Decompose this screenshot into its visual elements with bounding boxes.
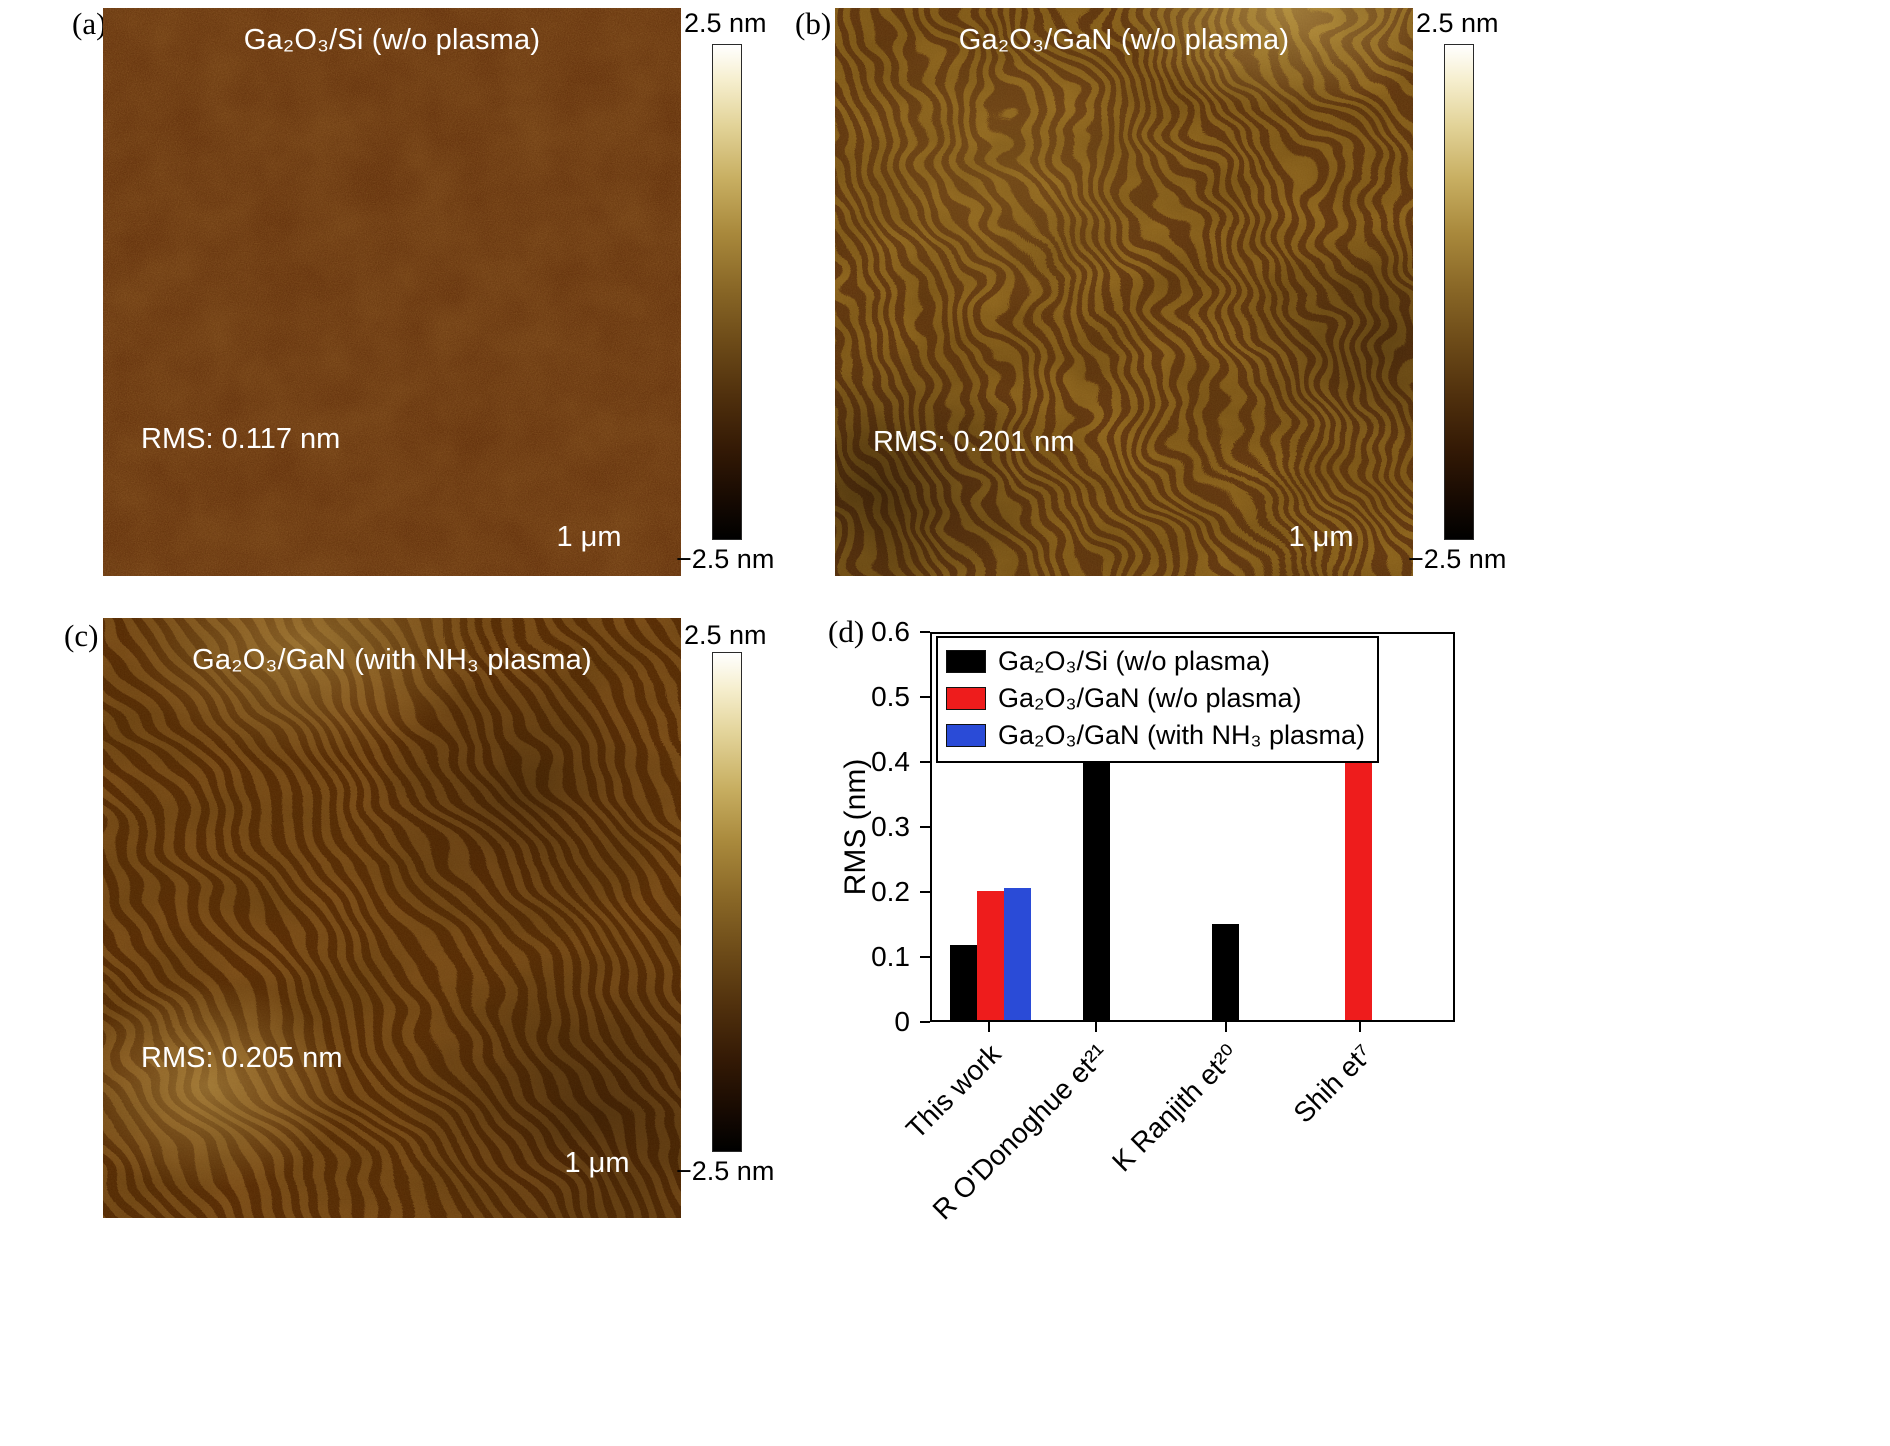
x-tick-label: R O'Donoghue et²¹ — [926, 1038, 1114, 1226]
y-tick-label: 0.1 — [871, 941, 910, 973]
panel-b-tag: (b) — [795, 6, 832, 41]
afm-title-b: Ga₂O₃/GaN (w/o plasma) — [958, 24, 1290, 56]
afm-shading-a — [103, 8, 681, 576]
colorbar-a — [712, 44, 742, 540]
scalebar-label-c: 1 μm — [564, 1147, 630, 1179]
afm-texture-c — [103, 618, 681, 1218]
scalebar-label-b: 1 μm — [1288, 521, 1354, 553]
y-tick-label: 0.3 — [871, 811, 910, 842]
scalebar-label-a: 1 μm — [556, 521, 622, 553]
y-tick-mark — [920, 956, 930, 959]
y-tick-mark — [920, 826, 930, 828]
colorbar-max-b: 2.5 nm — [1416, 8, 1499, 38]
legend-swatch — [946, 687, 986, 710]
chart-bar — [976, 890, 1004, 1020]
colorbar-b — [1444, 44, 1474, 540]
y-tick-mark — [920, 696, 930, 698]
colorbar-min-b: −2.5 nm — [1408, 544, 1507, 574]
colorbar-max-c: 2.5 nm — [684, 620, 767, 650]
chart-bar — [1212, 923, 1240, 1020]
y-tick-mark — [920, 761, 930, 764]
colorbar-min-c: −2.5 nm — [676, 1156, 775, 1186]
afm-image-a: Ga₂O₃/Si (w/o plasma) RMS: 0.117 nm 1 μm — [103, 8, 681, 576]
afm-texture-b — [835, 8, 1413, 576]
y-tick-mark — [920, 891, 930, 894]
chart-y-axis: 0 0.1 0.2 0.3 0.4 0.5 0.6 — [810, 616, 930, 1037]
afm-rms-b: RMS: 0.201 nm — [873, 426, 1075, 458]
legend-swatch — [946, 650, 986, 673]
y-tick-mark — [920, 631, 930, 633]
chart-bar — [1083, 736, 1111, 1020]
y-tick-label: 0.2 — [871, 876, 910, 908]
afm-rms-a: RMS: 0.117 nm — [141, 423, 341, 455]
x-tick-mark — [1225, 1022, 1228, 1032]
afm-title-a: Ga₂O₃/Si (w/o plasma) — [243, 24, 541, 56]
scalebar-a: 1 μm — [529, 521, 649, 554]
afm-rms-c: RMS: 0.205 nm — [141, 1042, 343, 1074]
y-tick-label: 0.5 — [871, 681, 910, 712]
legend-swatch — [946, 724, 986, 747]
panel-d-tag: (d) — [828, 614, 865, 649]
legend-item: Ga₂O₃/GaN (w/o plasma) — [946, 680, 1365, 717]
chart-plot: Ga₂O₃/Si (w/o plasma) Ga₂O₃/GaN (w/o plas… — [930, 632, 1455, 1022]
y-tick-label: 0.4 — [871, 746, 910, 778]
legend-item: Ga₂O₃/Si (w/o plasma) — [946, 643, 1365, 680]
afm-texture-a — [103, 8, 681, 576]
afm-shading-c — [103, 618, 681, 1218]
x-tick-mark — [1094, 1022, 1097, 1032]
x-tick-mark — [987, 1022, 990, 1032]
x-tick-label: K Ranjith et²⁰ — [1105, 1038, 1245, 1178]
chart-bar — [949, 944, 977, 1020]
legend-label: Ga₂O₃/GaN (with NH₃ plasma) — [998, 720, 1366, 750]
afm-image-b: Ga₂O₃/GaN (w/o plasma) RMS: 0.201 nm 1 μ… — [835, 8, 1413, 576]
chart-bar — [1003, 888, 1031, 1020]
scalebar-c: 1 μm — [537, 1147, 657, 1180]
afm-image-c: Ga₂O₃/GaN (with NH₃ plasma) RMS: 0.205 n… — [103, 618, 681, 1218]
y-tick-mark — [920, 1021, 930, 1023]
afm-title-c: Ga₂O₃/GaN (with NH₃ plasma) — [192, 644, 592, 676]
x-tick-label: This work — [900, 1038, 1007, 1145]
chart-x-axis: This work R O'Donoghue et²¹ K Ranjith et²⁰… — [900, 1022, 1455, 1302]
colorbar-min-a: −2.5 nm — [676, 544, 775, 574]
legend-label: Ga₂O₃/GaN (w/o plasma) — [998, 683, 1302, 713]
chart-legend: Ga₂O₃/Si (w/o plasma) Ga₂O₃/GaN (w/o plas… — [936, 636, 1380, 763]
scalebar-b: 1 μm — [1261, 521, 1381, 554]
y-tick-label: 0 — [894, 1006, 910, 1037]
afm-shading-b — [835, 8, 1413, 576]
colorbar-c — [712, 652, 742, 1152]
panel-c-tag: (c) — [64, 618, 99, 653]
x-tick-mark — [1358, 1022, 1361, 1032]
panel-a-tag: (a) — [72, 6, 107, 41]
colorbar-max-a: 2.5 nm — [684, 8, 767, 38]
legend-item: Ga₂O₃/GaN (with NH₃ plasma) — [946, 717, 1365, 754]
legend-label: Ga₂O₃/Si (w/o plasma) — [998, 646, 1271, 676]
y-tick-label: 0.6 — [871, 616, 910, 647]
x-tick-label: Shih et⁷ — [1287, 1038, 1378, 1129]
